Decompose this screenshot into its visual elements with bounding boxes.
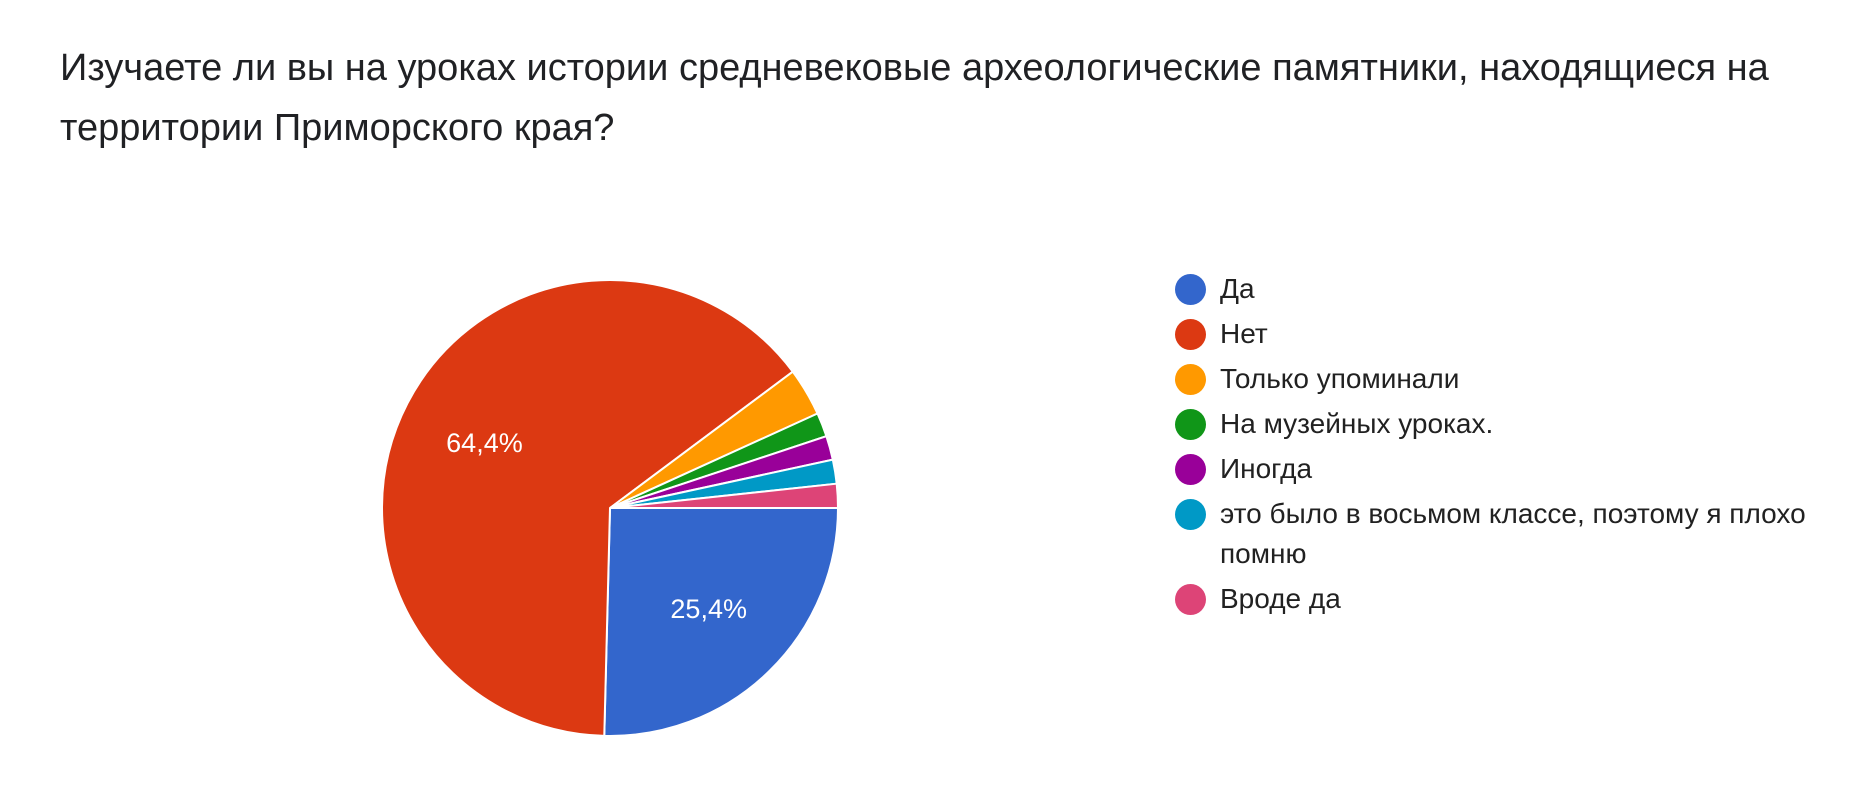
pie-slices: [381, 279, 840, 737]
legend-label: Нет: [1220, 318, 1268, 349]
legend-label: На музейных уроках.: [1220, 408, 1494, 439]
chart-legend: Да Нет Только упоминали На музейных уроках.…: [1175, 272, 1815, 627]
legend-item-5: Иногда: [1175, 452, 1815, 489]
legend-label: Иногда: [1220, 453, 1313, 484]
pie-slice-2: [381, 279, 795, 737]
legend-swatch-icon: [1175, 319, 1206, 350]
pie-slice-1: [603, 507, 840, 737]
pie-slice-7: [609, 482, 840, 509]
pie-slice-labels: 25,4% 64,4%: [446, 428, 747, 624]
legend-item-6: это было в восьмом классе, поэтому я пло…: [1175, 497, 1815, 574]
legend-label: Вроде да: [1220, 583, 1341, 614]
legend-swatch-icon: [1175, 364, 1206, 395]
legend-swatch-icon: [1175, 454, 1206, 485]
legend-item-4: На музейных уроках.: [1175, 407, 1815, 444]
pie-slice-label-2: 64,4%: [446, 428, 523, 458]
legend-swatch-icon: [1175, 499, 1206, 530]
pie-slice-label-1: 25,4%: [670, 594, 747, 624]
legend-swatch-icon: [1175, 274, 1206, 305]
legend-item-2: Нет: [1175, 317, 1815, 354]
legend-label: Да: [1220, 273, 1255, 304]
legend-item-7: Вроде да: [1175, 582, 1815, 619]
legend-item-3: Только упоминали: [1175, 362, 1815, 399]
chart-title: Изучаете ли вы на уроках истории среднев…: [60, 47, 1769, 149]
legend-label: Только упоминали: [1220, 363, 1460, 394]
legend-label: это было в восьмом классе, поэтому я пло…: [1220, 498, 1806, 569]
legend-swatch-icon: [1175, 584, 1206, 615]
legend-swatch-icon: [1175, 409, 1206, 440]
legend-item-1: Да: [1175, 272, 1815, 309]
